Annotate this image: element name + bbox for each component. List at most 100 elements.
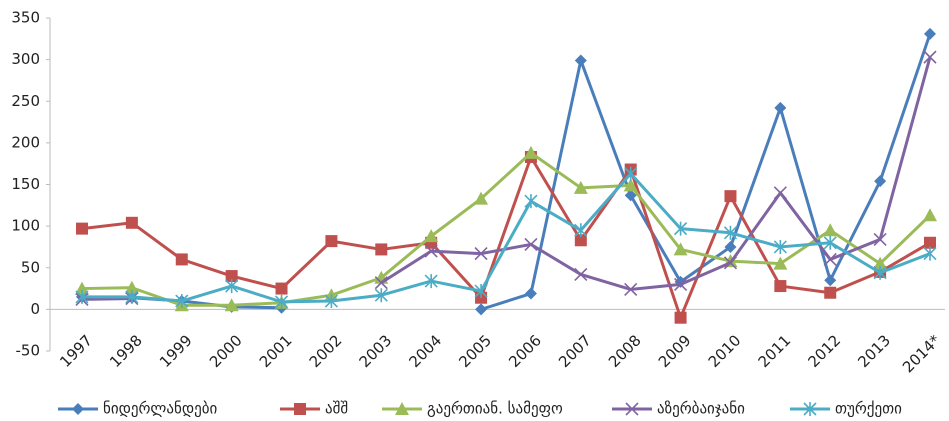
y-tick-label: 150 xyxy=(11,175,40,193)
x-tick-label: 1998 xyxy=(106,331,146,371)
x-tick-label: 2010 xyxy=(705,331,745,371)
marker xyxy=(375,243,388,256)
marker xyxy=(924,236,936,249)
marker xyxy=(774,101,787,114)
marker xyxy=(624,282,638,296)
legend-item: აშშ xyxy=(280,400,348,418)
marker xyxy=(923,246,937,261)
x-tick-label: 2003 xyxy=(356,331,396,371)
x-tick-label: 2013 xyxy=(854,331,894,371)
marker xyxy=(723,225,738,240)
marker xyxy=(773,186,787,200)
x-tick-label: 1999 xyxy=(156,331,196,371)
marker xyxy=(325,235,338,248)
x-tick-label: 2012 xyxy=(805,331,845,371)
marker xyxy=(474,191,489,205)
marker xyxy=(175,253,188,266)
marker xyxy=(624,189,637,202)
marker xyxy=(574,54,587,67)
x-tick-label: 2007 xyxy=(555,331,595,371)
x-tick-label: 2004 xyxy=(405,331,445,371)
series-line xyxy=(82,172,931,304)
x-tick-label: 2011 xyxy=(755,331,795,371)
marker xyxy=(873,265,887,280)
marker xyxy=(873,232,887,247)
marker xyxy=(623,178,638,192)
legend-label: აშშ xyxy=(325,400,348,418)
marker xyxy=(475,303,488,316)
legend-label: თურქეთი xyxy=(835,400,902,418)
y-tick-label: 100 xyxy=(11,217,40,235)
marker xyxy=(523,145,538,159)
x-tick-label: 2009 xyxy=(655,331,695,371)
y-tick-label: 300 xyxy=(11,50,40,68)
marker xyxy=(823,252,837,266)
x-tick-label: 2014* xyxy=(899,331,944,376)
series-line xyxy=(81,56,932,301)
marker xyxy=(574,267,588,281)
legend-label: ნიდერლანდები xyxy=(103,400,217,418)
legend-marker xyxy=(803,402,817,416)
marker xyxy=(573,180,588,194)
marker xyxy=(374,276,388,290)
marker xyxy=(75,289,89,304)
marker xyxy=(424,229,439,243)
marker xyxy=(674,221,688,236)
y-tick-label: 0 xyxy=(30,300,40,318)
marker xyxy=(125,289,139,304)
y-tick-label: 350 xyxy=(11,9,40,27)
legend-marker xyxy=(294,403,306,415)
legend-label: აზერბაიჯანი xyxy=(657,400,745,418)
x-tick-label: 2002 xyxy=(306,331,346,371)
legend-item: გაერთიან. სამეფო xyxy=(382,400,563,418)
marker xyxy=(873,256,888,270)
marker xyxy=(724,240,737,253)
marker xyxy=(674,311,687,324)
marker xyxy=(175,294,189,309)
y-tick-label: 200 xyxy=(11,133,40,151)
legend-item: ნიდერლანდები xyxy=(58,400,217,418)
marker xyxy=(924,27,936,40)
marker xyxy=(524,194,538,209)
x-tick-label: 2006 xyxy=(505,331,545,371)
marker xyxy=(75,281,89,295)
legend-marker xyxy=(72,403,84,415)
marker xyxy=(923,50,937,64)
marker xyxy=(474,284,488,299)
marker xyxy=(424,244,438,258)
marker xyxy=(574,223,588,238)
marker xyxy=(624,166,638,181)
marker xyxy=(524,237,538,252)
marker xyxy=(324,294,338,309)
marker xyxy=(774,280,787,293)
x-tick-label: 2005 xyxy=(455,331,495,371)
y-tick-label: 50 xyxy=(21,258,40,276)
marker xyxy=(125,216,138,229)
marker xyxy=(274,294,289,309)
marker xyxy=(724,190,737,203)
marker xyxy=(824,286,837,299)
x-tick-label: 2000 xyxy=(206,331,246,371)
marker xyxy=(723,256,738,270)
marker xyxy=(225,270,238,283)
marker xyxy=(424,274,438,289)
marker xyxy=(374,288,388,303)
marker xyxy=(275,282,288,295)
legend-marker xyxy=(625,402,639,416)
marker xyxy=(225,279,239,294)
marker xyxy=(823,235,837,250)
x-tick-label: 2008 xyxy=(605,331,645,371)
legend-item: აზერბაიჯანი xyxy=(612,400,745,418)
legend-item: თურქეთი xyxy=(790,400,902,418)
marker xyxy=(823,223,838,237)
marker xyxy=(773,256,788,270)
series-line xyxy=(81,151,932,307)
x-tick-label: 2001 xyxy=(256,331,296,371)
marker xyxy=(574,234,587,247)
marker xyxy=(673,242,688,256)
x-tick-label: 1997 xyxy=(56,331,96,371)
marker xyxy=(874,175,887,188)
legend-marker xyxy=(395,402,409,415)
y-tick-label: 250 xyxy=(11,92,40,110)
marker xyxy=(474,247,488,261)
